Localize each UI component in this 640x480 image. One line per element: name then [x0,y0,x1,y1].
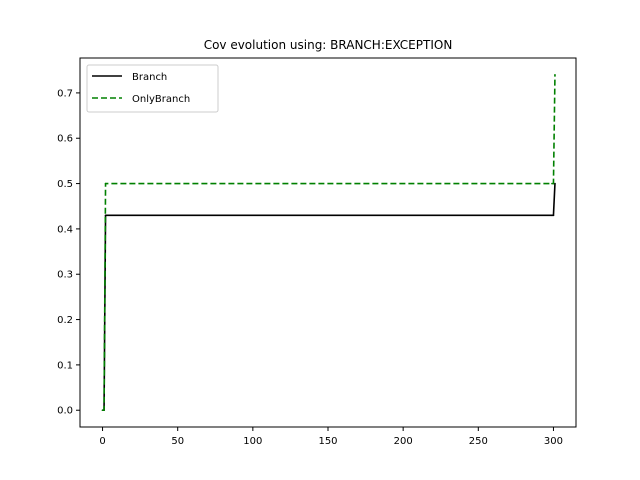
x-tick-label: 250 [469,436,488,447]
data-point [552,214,555,217]
data-point [551,214,553,217]
data-point [554,182,556,185]
plot-area [101,73,556,412]
data-point [104,214,107,217]
y-tick-label: 0.1 [57,360,73,371]
y-tick-label: 0.5 [57,179,73,190]
y-tick-label: 0.7 [57,88,73,99]
y-tick-label: 0.6 [57,134,73,145]
y-tick-label: 0.3 [57,270,73,281]
y-tick-label: 0.2 [57,315,73,326]
data-point [104,182,107,185]
data-point [554,73,556,76]
legend-label: Branch [132,72,167,83]
y-tick-label: 0.0 [57,406,73,417]
y-tick-label: 0.4 [57,224,73,235]
data-point [101,409,104,412]
x-axis: 0 50 100 150 200 250 300 [99,427,563,447]
data-point [103,409,105,412]
chart-title: Cov evolution using: BRANCH:EXCEPTION [204,38,453,52]
y-axis: 0.0 0.1 0.2 0.3 0.4 0.5 0.6 0.7 [57,88,80,417]
x-tick-label: 150 [318,436,337,447]
x-tick-label: 300 [544,436,563,447]
legend-label: OnlyBranch [132,94,190,105]
legend: Branch OnlyBranch [86,64,219,113]
x-tick-label: 50 [171,436,184,447]
x-tick-label: 200 [394,436,413,447]
data-point [551,182,553,185]
x-tick-label: 0 [99,436,105,447]
x-tick-label: 100 [243,436,262,447]
data-point [552,182,555,185]
